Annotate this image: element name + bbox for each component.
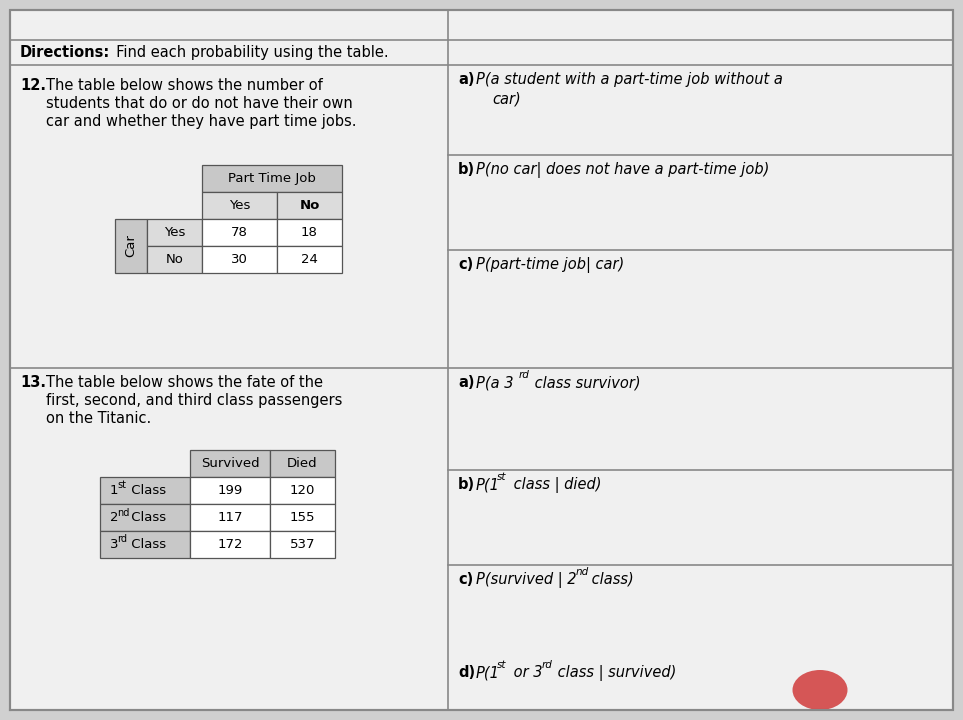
Bar [202,219,277,246]
Text: P(1: P(1 [476,477,500,492]
Text: Part Time Job: Part Time Job [228,172,316,185]
Text: c): c) [458,572,473,587]
Ellipse shape [793,670,847,710]
Bar [270,450,335,477]
Bar [190,504,270,531]
Text: class | survived): class | survived) [553,665,676,681]
Bar [190,450,270,477]
Bar [147,219,202,246]
Text: b): b) [458,477,475,492]
Text: 78: 78 [231,226,247,239]
Text: d): d) [458,665,475,680]
Text: 18: 18 [301,226,318,239]
Text: Class: Class [127,511,167,524]
Text: Car: Car [124,235,138,258]
Text: class | died): class | died) [509,477,602,493]
Text: class survivor): class survivor) [530,375,640,390]
Bar [277,246,342,273]
Bar [100,504,190,531]
Text: No: No [299,199,320,212]
Text: a): a) [458,72,475,87]
Text: The table below shows the fate of the: The table below shows the fate of the [46,375,323,390]
Text: rd: rd [542,660,553,670]
Bar [270,477,335,504]
Text: first, second, and third class passengers: first, second, and third class passenger… [46,393,343,408]
Text: 2: 2 [110,511,118,524]
Text: or 3: or 3 [509,665,542,680]
Text: Class: Class [127,484,167,497]
Text: Died: Died [287,457,318,470]
Text: st: st [497,660,507,670]
Text: P(1: P(1 [476,665,500,680]
Text: No: No [166,253,183,266]
Text: P(a 3: P(a 3 [476,375,513,390]
Text: Directions:: Directions: [20,45,110,60]
Text: 12.: 12. [20,78,46,93]
Text: 155: 155 [290,511,315,524]
Text: c): c) [458,257,473,272]
Bar [202,165,342,192]
Bar [100,477,190,504]
Text: students that do or do not have their own: students that do or do not have their ow… [46,96,352,111]
Text: st: st [117,480,126,490]
Text: rd: rd [117,534,127,544]
Text: nd: nd [117,508,129,518]
Text: P(survived | 2: P(survived | 2 [476,572,577,588]
Bar [147,246,202,273]
Text: car): car) [492,91,521,106]
Text: The table below shows the number of: The table below shows the number of [46,78,323,93]
Bar [202,192,277,219]
Bar [277,192,342,219]
Text: Class: Class [127,538,167,551]
Text: on the Titanic.: on the Titanic. [46,411,151,426]
Bar [277,219,342,246]
Text: Survived: Survived [200,457,259,470]
Bar [115,219,147,273]
Text: b): b) [458,162,475,177]
Text: 199: 199 [218,484,243,497]
Bar [190,477,270,504]
Text: Yes: Yes [229,199,250,212]
Bar [190,531,270,558]
Text: 1: 1 [110,484,118,497]
Text: P(a student with a part-time job without a: P(a student with a part-time job without… [476,72,783,87]
Text: a): a) [458,375,475,390]
Text: Yes: Yes [164,226,185,239]
Bar [100,531,190,558]
Text: Find each probability using the table.: Find each probability using the table. [107,45,389,60]
Text: 13.: 13. [20,375,46,390]
Text: car and whether they have part time jobs.: car and whether they have part time jobs… [46,114,356,129]
Text: class): class) [587,572,634,587]
Text: 24: 24 [301,253,318,266]
Text: 3: 3 [110,538,118,551]
Text: P(part-time job| car): P(part-time job| car) [476,257,624,273]
Bar [270,531,335,558]
Bar [270,504,335,531]
Text: 172: 172 [218,538,243,551]
Text: 537: 537 [290,538,315,551]
Text: 30: 30 [231,253,247,266]
Text: 117: 117 [218,511,243,524]
Text: P(no car| does not have a part-time job): P(no car| does not have a part-time job) [476,162,769,178]
Text: rd: rd [519,370,530,380]
Bar [202,246,277,273]
Text: nd: nd [576,567,589,577]
Text: 120: 120 [290,484,315,497]
Text: st: st [497,472,507,482]
